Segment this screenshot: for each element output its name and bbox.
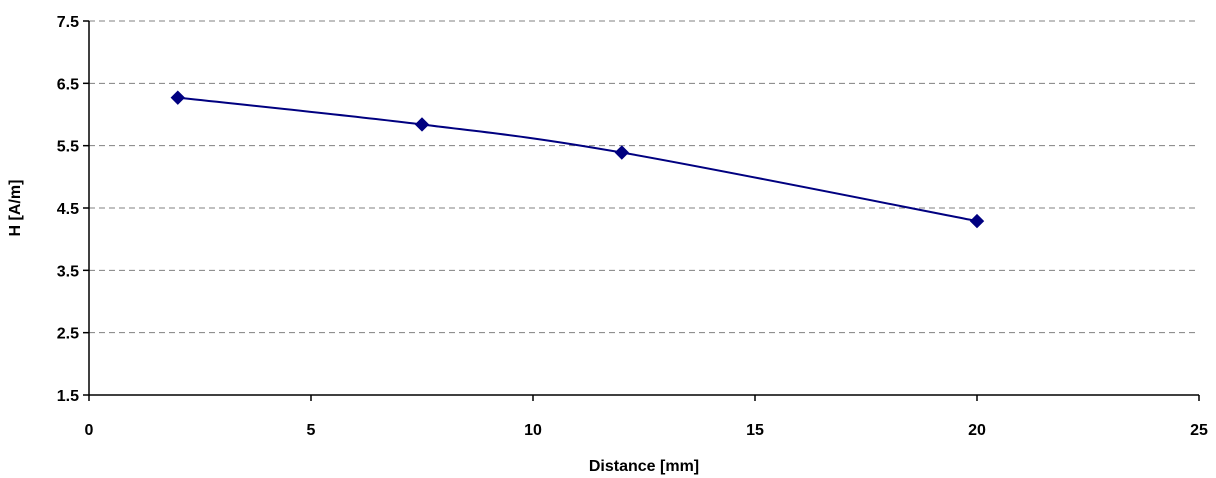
y-tick-label: 7.5	[57, 14, 79, 31]
x-tick-label: 0	[85, 422, 94, 439]
y-tick-label: 3.5	[57, 263, 79, 280]
series-layer	[170, 90, 985, 229]
y-tick-label: 5.5	[57, 139, 79, 156]
y-axis-ticks: 1.5 2.5 3.5 4.5 5.5 6.5 7.5	[57, 14, 89, 405]
data-point-marker	[614, 145, 630, 160]
x-tick-label: 5	[307, 422, 316, 439]
series-line	[177, 96, 978, 223]
y-tick-label: 2.5	[57, 326, 79, 343]
y-gridlines	[89, 20, 1199, 334]
x-axis-ticks: 0 5 10 15 20 25	[85, 395, 1208, 439]
data-point-marker	[969, 213, 985, 229]
x-tick-label: 25	[1190, 422, 1208, 439]
x-axis-title: Distance [mm]	[589, 458, 699, 475]
data-point-marker	[170, 90, 186, 105]
x-tick-label: 20	[968, 422, 986, 439]
y-axis-title: H [A/m]	[7, 180, 24, 237]
y-tick-label: 4.5	[57, 201, 79, 218]
data-point-marker	[414, 117, 430, 132]
y-tick-label: 1.5	[57, 388, 79, 405]
y-tick-label: 6.5	[57, 76, 79, 93]
x-tick-label: 15	[746, 422, 764, 439]
x-tick-label: 10	[524, 422, 542, 439]
